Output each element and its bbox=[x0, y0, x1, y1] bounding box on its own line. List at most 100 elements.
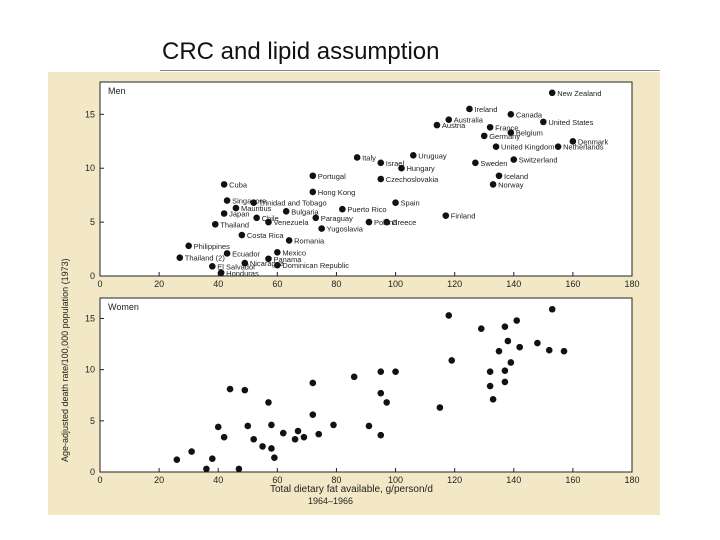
x-tick-label: 180 bbox=[624, 279, 639, 289]
x-tick-label: 140 bbox=[506, 279, 521, 289]
x-axis-sublabel: 1964–1966 bbox=[308, 496, 353, 506]
data-point bbox=[545, 346, 553, 354]
data-point bbox=[548, 89, 556, 97]
data-point bbox=[477, 325, 485, 333]
point-label: Czechoslovakia bbox=[386, 175, 439, 184]
point-label: Norway bbox=[498, 180, 524, 189]
data-point bbox=[486, 382, 494, 390]
point-label: Israel bbox=[386, 159, 405, 168]
data-point bbox=[330, 421, 337, 429]
data-point bbox=[217, 269, 225, 277]
point-label: Venezuela bbox=[273, 218, 309, 227]
data-point bbox=[504, 337, 512, 345]
data-point bbox=[203, 465, 210, 473]
panel-label: Women bbox=[108, 302, 139, 312]
y-tick-label: 15 bbox=[85, 109, 95, 119]
data-point bbox=[433, 121, 441, 129]
point-label: Singapore bbox=[232, 197, 266, 206]
data-point bbox=[392, 199, 399, 207]
data-point bbox=[507, 111, 515, 118]
data-point bbox=[244, 422, 252, 430]
x-tick-label: 120 bbox=[447, 279, 462, 289]
data-point bbox=[377, 431, 385, 439]
point-label: Thailand bbox=[220, 220, 249, 229]
data-point bbox=[209, 263, 216, 270]
data-point bbox=[274, 248, 281, 256]
data-point bbox=[442, 212, 450, 219]
point-label: Ireland bbox=[474, 105, 497, 114]
data-point bbox=[495, 172, 503, 180]
data-point bbox=[300, 433, 308, 441]
point-label: Philippines bbox=[194, 242, 231, 251]
point-label: Yugoslavia bbox=[327, 225, 364, 234]
panel-label: Men bbox=[108, 86, 126, 96]
data-point bbox=[353, 154, 361, 161]
data-point bbox=[507, 129, 515, 136]
data-point bbox=[365, 218, 373, 226]
point-label: Greece bbox=[392, 218, 417, 227]
point-label: Uruguay bbox=[418, 151, 447, 160]
data-point bbox=[285, 237, 293, 244]
x-axis-label: Total dietary fat available, g/person/d bbox=[270, 484, 433, 495]
data-point bbox=[268, 445, 275, 452]
point-label: Panama bbox=[273, 255, 302, 264]
x-tick-label: 40 bbox=[213, 279, 223, 289]
y-tick-label: 5 bbox=[90, 416, 95, 426]
data-point bbox=[214, 423, 222, 431]
data-point bbox=[309, 411, 317, 418]
y-tick-label: 10 bbox=[85, 163, 95, 173]
data-point bbox=[377, 159, 385, 167]
data-point bbox=[489, 396, 497, 403]
data-point bbox=[220, 433, 228, 441]
x-tick-label: 40 bbox=[213, 475, 223, 485]
point-label: Poland bbox=[374, 218, 397, 227]
point-label: Mexico bbox=[282, 248, 306, 257]
data-point bbox=[377, 368, 385, 375]
point-label: Switzerland bbox=[519, 156, 558, 165]
data-point bbox=[309, 379, 317, 387]
data-point bbox=[253, 214, 260, 222]
data-point bbox=[291, 435, 299, 443]
x-tick-label: 0 bbox=[97, 279, 102, 289]
slide-title: CRC and lipid assumption bbox=[162, 38, 440, 65]
data-point bbox=[259, 443, 266, 450]
data-point bbox=[235, 465, 243, 473]
data-point bbox=[250, 435, 257, 443]
x-tick-label: 160 bbox=[565, 475, 580, 485]
x-tick-label: 0 bbox=[97, 475, 102, 485]
point-label: Australia bbox=[454, 116, 484, 125]
data-point bbox=[495, 347, 503, 355]
data-point bbox=[265, 399, 272, 406]
data-point bbox=[241, 386, 249, 394]
y-axis-label: Age-adjusted death rate/100,000 populati… bbox=[60, 258, 70, 462]
data-point bbox=[265, 218, 272, 226]
point-label: Hong Kong bbox=[318, 188, 356, 197]
data-point bbox=[486, 368, 494, 375]
point-label: Ecuador bbox=[232, 249, 260, 258]
point-label: United Kingdom bbox=[501, 143, 554, 152]
panel-women: 0 20 40 60 80 100 120 140 160 180 0 5 10 15 Women bbox=[85, 297, 640, 485]
x-tick-label: 120 bbox=[447, 475, 462, 485]
point-label: Netherlands bbox=[563, 143, 604, 152]
data-point bbox=[312, 214, 320, 222]
x-tick-label: 180 bbox=[624, 475, 639, 485]
x-tick-label: 100 bbox=[388, 475, 403, 485]
point-label: Iceland bbox=[504, 172, 528, 181]
point-label: Finland bbox=[451, 212, 476, 221]
data-point bbox=[377, 389, 385, 397]
panel-men: 0 20 40 60 80 100 120 140 160 180 0 5 10 15 Men New Zea… bbox=[85, 81, 640, 289]
point-label: Romania bbox=[294, 236, 325, 245]
data-point bbox=[513, 317, 521, 324]
point-label: Puerto Rico bbox=[347, 205, 386, 214]
point-label: Trinidad and Tobago bbox=[259, 199, 327, 208]
plot-area bbox=[99, 297, 633, 473]
data-point bbox=[466, 105, 473, 113]
point-label: Denmark bbox=[578, 137, 609, 146]
data-point bbox=[274, 261, 281, 269]
data-point bbox=[268, 421, 275, 429]
y-tick-label: 5 bbox=[90, 217, 95, 227]
data-point bbox=[188, 448, 195, 455]
data-point bbox=[501, 367, 509, 374]
point-label: Bulgaria bbox=[291, 207, 319, 216]
